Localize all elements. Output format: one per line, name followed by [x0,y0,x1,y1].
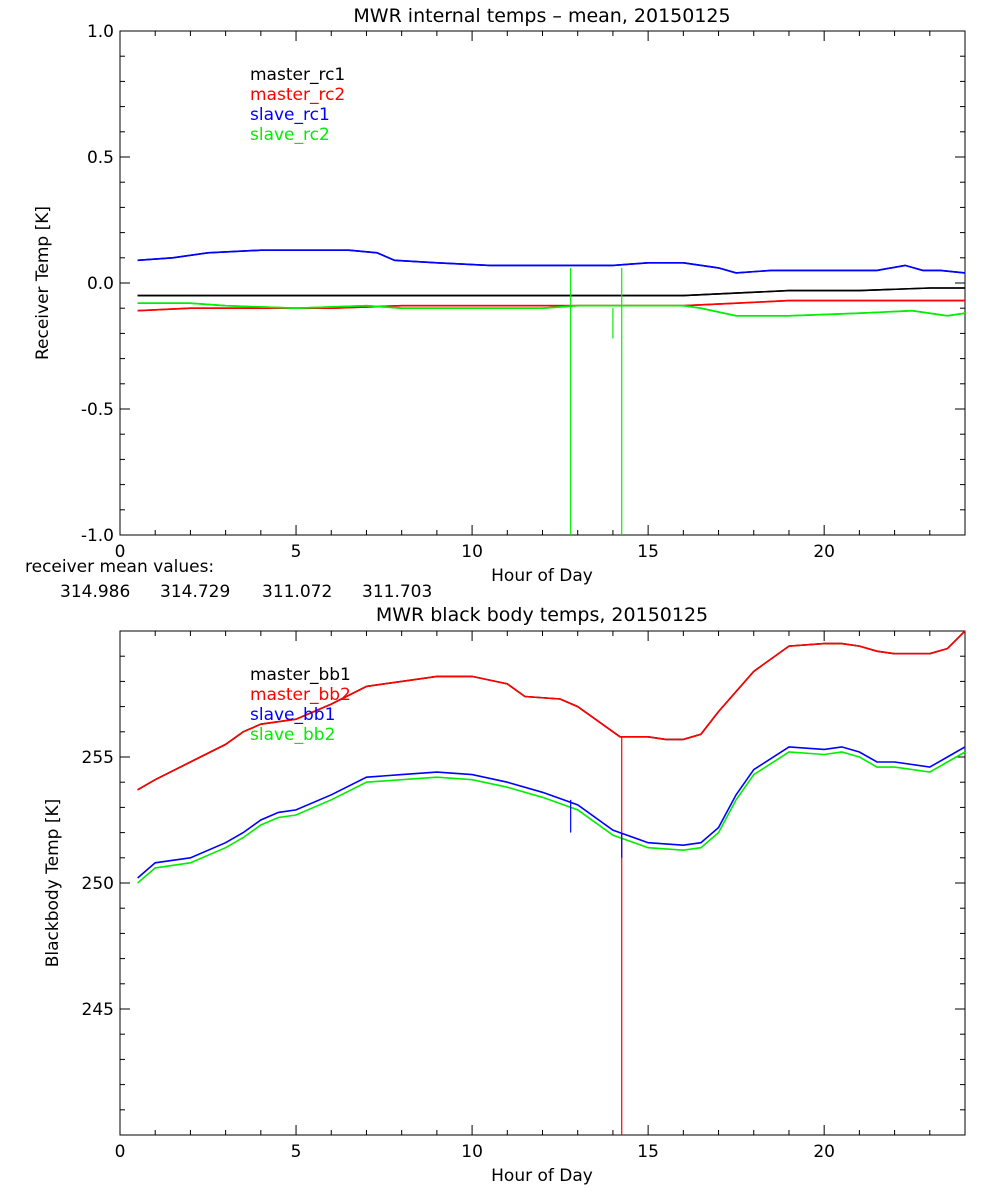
y-axis-label: Blackbody Temp [K] [43,799,63,968]
y-tick-label: 0.5 [87,148,114,168]
y-tick-label: 0.0 [87,274,114,294]
series-core-slave_rc2 [137,302,966,317]
legend-entry-slave_rc1: slave_rc1 [250,105,330,125]
plot-frame [119,630,966,1136]
mean-values: 314.986 314.729 311.072 311.703 [60,582,432,602]
x-tick-label: 20 [813,542,835,562]
y-tick-label: 1.0 [87,22,114,42]
mean-value: 311.072 [262,582,332,602]
blackbody-temp-panel: MWR black body temps, 20150125 0 5 10 15 20 2… [43,604,966,1186]
plot-frame [119,30,966,536]
x-axis-label: Hour of Day [491,566,593,586]
x-tick-label: 10 [461,542,483,562]
axis-ticks: 0 5 10 15 20 245 250 255 [82,630,966,1162]
receiver-temp-panel: MWR internal temps – mean, 20150125 0 5 10… [25,5,966,602]
x-tick-label: 5 [291,542,302,562]
x-tick-label: 15 [637,1142,659,1162]
x-tick-label: 0 [115,542,126,562]
mean-value: 314.986 [60,582,130,602]
mean-value: 311.703 [362,582,432,602]
axis-ticks: 0 5 10 15 20 -1.0 -0.5 0.0 0.5 1.0 [81,22,966,562]
x-tick-label: 0 [115,1142,126,1162]
x-tick-label: 15 [637,542,659,562]
legend-entry-master_bb1: master_bb1 [250,665,351,685]
series-line-slave_bb2 [137,751,966,884]
y-tick-label: 255 [82,748,114,768]
y-tick-label: 245 [82,1000,114,1020]
legend-entry-master_bb2: master_bb2 [250,685,351,705]
series-group [137,630,966,1135]
series-core-master_rc2 [137,299,965,312]
y-tick-label: -1.0 [81,526,114,546]
x-tick-label: 5 [291,1142,302,1162]
chart-title: MWR internal temps – mean, 20150125 [353,5,730,27]
series-line-master_rc1 [137,287,965,297]
series-group [137,249,966,535]
x-tick-label: 20 [813,1142,835,1162]
y-tick-label: 250 [82,874,114,894]
series-core-master_rc1 [137,287,965,297]
legend-entry-slave_bb2: slave_bb2 [250,725,335,745]
chart-title: MWR black body temps, 20150125 [376,604,708,626]
mean-values-label: receiver mean values: [25,557,214,577]
legend-entry-master_rc1: master_rc1 [250,65,345,85]
mean-value: 314.729 [160,582,230,602]
y-tick-label: -0.5 [81,400,114,420]
legend-entry-master_rc2: master_rc2 [250,85,345,105]
series-line-slave_rc1 [137,249,966,274]
x-axis-label: Hour of Day [491,1166,593,1186]
x-tick-label: 10 [461,1142,483,1162]
legend-entry-slave_rc2: slave_rc2 [250,125,330,145]
y-axis-label: Receiver Temp [K] [33,206,53,360]
series-line-master_bb2 [137,630,966,791]
series-core-slave_rc1 [137,249,966,274]
legend-entry-slave_bb1: slave_bb1 [250,705,335,725]
series-line-slave_bb1 [137,746,966,879]
